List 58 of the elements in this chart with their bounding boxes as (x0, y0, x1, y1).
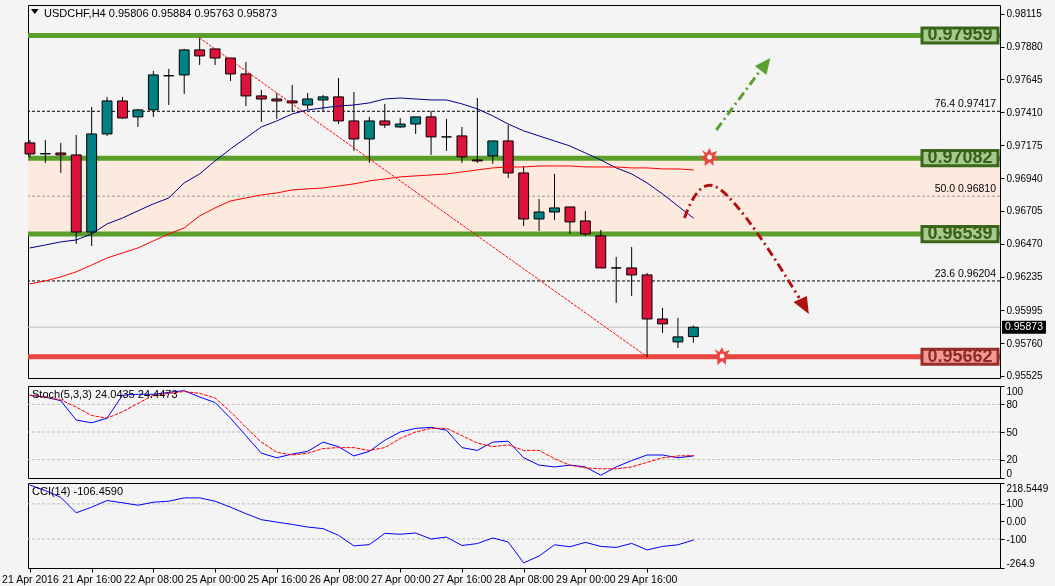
x-tick-label: 27 Apr 00:00 (370, 572, 431, 585)
y-tick-label: 0.97410 (1006, 106, 1044, 118)
y-tick-label: 0.00 (1006, 515, 1027, 527)
y-tick-label: 0.98115 (1006, 8, 1043, 20)
candlestick (55, 142, 67, 174)
ref-line-label: 0.95662 (927, 345, 993, 366)
x-tick-label: 26 Apr 08:00 (309, 572, 369, 585)
y-tick-label: 20 (1006, 454, 1019, 466)
ref-line-label: 23.6 0.96204 (934, 266, 997, 279)
y-tick-label: 0.97880 (1006, 41, 1044, 53)
y-tick-label: -100 (1006, 533, 1027, 545)
ref-line-label: 0.97959 (927, 24, 993, 45)
ref-line-label: 76.4 0.97417 (934, 97, 997, 110)
x-tick-label: 22 Apr 08:00 (124, 572, 184, 585)
ref-line-label: 50.0 0.96810 (934, 182, 997, 195)
candlestick (657, 307, 668, 334)
candlestick (456, 126, 468, 164)
ref-line-label: 0.97082 (927, 147, 993, 168)
y-tick-label: 0 (1006, 467, 1013, 479)
y-tick-label: 0.96235 (1006, 271, 1044, 283)
y-tick-label: 0.95995 (1006, 304, 1044, 316)
x-tick-label: 28 Apr 08:00 (494, 572, 555, 585)
candlestick (549, 173, 560, 221)
candlestick (533, 198, 545, 232)
x-tick-label: 25 Apr 16:00 (247, 572, 308, 585)
y-tick-label: 80 (1006, 398, 1019, 410)
y-tick-label: 100 (1006, 385, 1024, 397)
candlestick (487, 140, 499, 165)
candlestick (672, 317, 684, 349)
candlestick (240, 61, 252, 107)
y-tick-label: 50 (1006, 426, 1019, 438)
y-tick-label: 0.96705 (1006, 205, 1044, 217)
candlestick (579, 210, 591, 237)
candlestick (163, 68, 175, 106)
ref-line-label: 0.95873 (1005, 320, 1044, 333)
candlestick (194, 37, 206, 66)
ref-line-label: 0.96539 (927, 223, 993, 244)
y-tick-label: 0.95525 (1006, 370, 1044, 382)
y-tick-label: -264.9 (1006, 557, 1036, 569)
chart-title: USDCHF,H4 0.95806 0.95884 0.95763 0.95873 (44, 7, 278, 19)
x-tick-label: 29 Apr 16:00 (617, 572, 678, 585)
x-tick-label: 27 Apr 16:00 (432, 572, 493, 585)
y-tick-label: 0.95760 (1006, 337, 1044, 349)
y-tick-label: 218.5449 (1006, 482, 1049, 494)
y-tick-label: 0.97175 (1006, 139, 1044, 151)
x-tick-label: 25 Apr 00:00 (185, 572, 246, 585)
x-tick-label: 29 Apr 00:00 (556, 572, 616, 585)
candlestick (39, 139, 51, 164)
line-series (29, 97, 694, 249)
y-tick-label: 0.96470 (1006, 238, 1044, 250)
candlestick (564, 206, 576, 235)
y-tick-label: 100 (1006, 498, 1024, 510)
y-tick-label: 0.97645 (1006, 73, 1044, 85)
x-tick-label: 21 Apr 2016 (2, 572, 59, 585)
y-tick-label: 0.96940 (1006, 172, 1044, 184)
candlestick (441, 118, 452, 152)
x-tick-label: 21 Apr 16:00 (62, 572, 123, 585)
candlestick (363, 116, 375, 164)
